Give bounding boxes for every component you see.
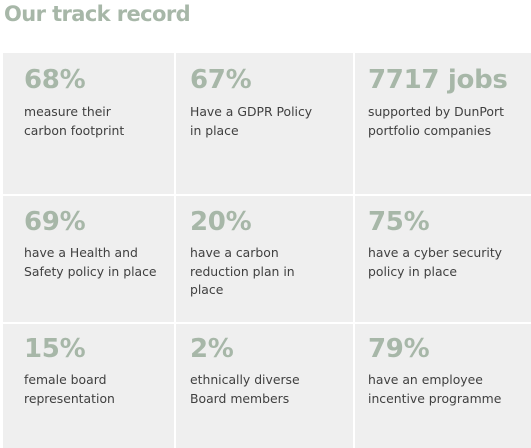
stat-card-jobs-supported: 7717 jobs supported by DunPort portfolio…: [355, 53, 531, 194]
stat-value: 20%: [190, 207, 252, 237]
stat-value: 67%: [190, 65, 252, 95]
stat-card-female-board: 15% female board representation: [3, 324, 174, 448]
stat-description: have a carbon reduction plan in place: [190, 245, 295, 297]
stat-description: have a cyber security policy in place: [368, 245, 503, 279]
stat-value: 7717 jobs: [368, 65, 508, 95]
stat-description: ethnically diverse Board members: [190, 372, 300, 406]
page-title: Our track record: [4, 2, 191, 26]
stat-value: 79%: [368, 334, 430, 364]
stat-card-gdpr-policy: 67% Have a GDPR Policy in place: [176, 53, 353, 194]
stat-value: 69%: [24, 207, 86, 237]
stat-value: 2%: [190, 334, 234, 364]
stat-description: supported by DunPort portfolio companies: [368, 104, 504, 138]
stat-description: have a Health and Safety policy in place: [24, 245, 157, 279]
stat-card-health-safety: 69% have a Health and Safety policy in p…: [3, 196, 174, 322]
stat-card-carbon-footprint: 68% measure their carbon footprint: [3, 53, 174, 194]
stat-value: 75%: [368, 207, 430, 237]
stat-card-ethnic-diversity: 2% ethnically diverse Board members: [176, 324, 353, 448]
stat-description: Have a GDPR Policy in place: [190, 104, 313, 138]
stat-description: have an employee incentive programme: [368, 372, 502, 406]
stat-description: female board representation: [24, 372, 115, 406]
stat-card-carbon-reduction: 20% have a carbon reduction plan in plac…: [176, 196, 353, 322]
stat-card-employee-incentive: 79% have an employee incentive programme: [355, 324, 531, 448]
stats-grid: 68% measure their carbon footprint 67% H…: [3, 53, 531, 448]
stat-description: measure their carbon footprint: [24, 104, 125, 138]
stat-card-cyber-security: 75% have a cyber security policy in plac…: [355, 196, 531, 322]
stat-value: 68%: [24, 65, 86, 95]
stat-value: 15%: [24, 334, 86, 364]
